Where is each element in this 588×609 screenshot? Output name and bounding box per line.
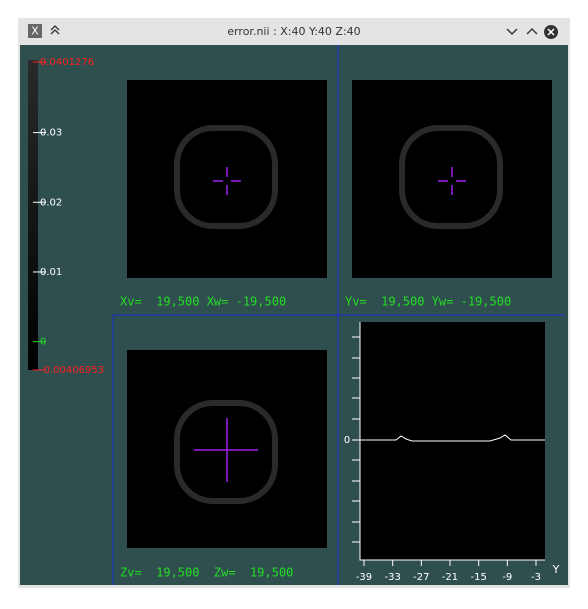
slice-outline xyxy=(399,125,503,229)
colorbar-label: 0.01 xyxy=(40,267,62,278)
x-tick-label: -15 xyxy=(470,572,486,583)
x-tick-label: -21 xyxy=(442,572,458,583)
crosshair xyxy=(194,418,258,482)
view-label: Zv= 19,500 Zw= 19,500 xyxy=(120,566,293,580)
keep-above-button[interactable] xyxy=(50,25,60,35)
plot-axes xyxy=(359,322,545,561)
view-label: Yv= 19,500 Yw= -19,500 xyxy=(345,295,511,309)
crosshair xyxy=(438,167,466,195)
x-tick-label: -33 xyxy=(384,572,400,583)
y-ticks xyxy=(352,336,360,543)
slice-outline xyxy=(174,125,278,229)
close-glyph xyxy=(547,28,555,36)
colorbar-label: 0.03 xyxy=(40,128,62,139)
y-tick-label: 0 xyxy=(344,435,350,446)
x-tick-label: -27 xyxy=(413,572,429,583)
colorbar-label: -0.00406953 xyxy=(40,365,104,376)
title-bar xyxy=(20,20,568,45)
x-tick-label: -3 xyxy=(531,572,541,583)
app-icon-glyph: X xyxy=(31,25,39,38)
view-z xyxy=(127,350,327,548)
window-title: error.nii : X:40 Y:40 Z:40 xyxy=(227,25,360,38)
profile-plot: 0 Y xyxy=(344,322,560,576)
axis-name: Y xyxy=(552,563,560,576)
app-icon[interactable] xyxy=(28,24,42,38)
slice-image xyxy=(352,80,552,278)
maximize-button[interactable] xyxy=(526,28,538,35)
colorbar-label: 0.0401276 xyxy=(40,57,94,68)
colorbar-label: 0.02 xyxy=(40,197,62,208)
view-label: Xv= 19,500 Xw= -19,500 xyxy=(120,295,286,309)
view-y xyxy=(352,80,552,278)
profile-line xyxy=(360,434,545,442)
x-tick-label: -9 xyxy=(502,572,512,583)
minimize-button[interactable] xyxy=(506,28,518,35)
slice-image xyxy=(127,80,327,278)
x-tick-label: -39 xyxy=(356,572,372,583)
colorbar-label: 0 xyxy=(40,337,46,348)
view-x xyxy=(127,80,327,278)
colorbar xyxy=(28,60,38,370)
crosshair xyxy=(213,167,241,195)
slice-outline xyxy=(174,400,278,504)
